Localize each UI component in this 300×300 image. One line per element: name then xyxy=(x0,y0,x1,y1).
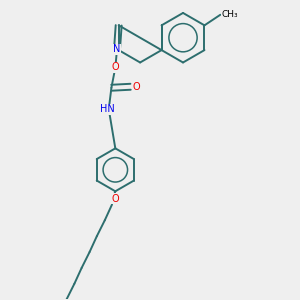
Text: CH₃: CH₃ xyxy=(221,10,238,19)
Text: O: O xyxy=(133,82,140,92)
Text: HN: HN xyxy=(100,104,115,114)
Text: O: O xyxy=(112,194,119,203)
Text: N: N xyxy=(113,44,121,54)
Text: O: O xyxy=(111,62,119,72)
